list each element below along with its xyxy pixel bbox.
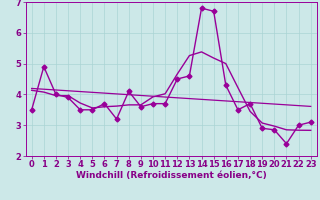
X-axis label: Windchill (Refroidissement éolien,°C): Windchill (Refroidissement éolien,°C) [76, 171, 267, 180]
